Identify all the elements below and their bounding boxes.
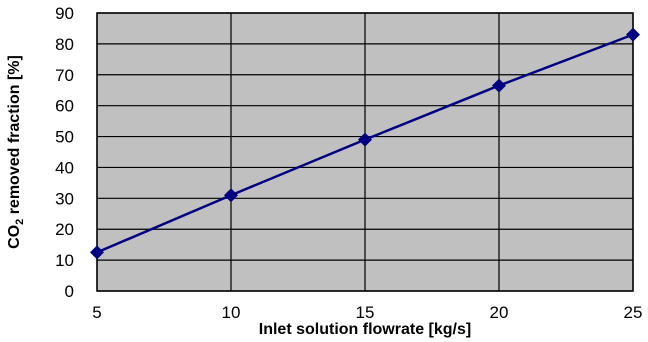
- y-tick-label: 60: [55, 97, 74, 116]
- data-point-marker: [626, 27, 640, 42]
- y-tick-label: 80: [55, 35, 74, 54]
- y-tick-label: 20: [55, 220, 74, 239]
- y-tick-label: 70: [55, 66, 74, 85]
- data-point-marker: [224, 188, 238, 203]
- plot-border: [96, 12, 634, 292]
- data-point-marker: [90, 245, 104, 260]
- gridlines: [96, 12, 634, 292]
- x-tick-label: 15: [356, 303, 375, 322]
- y-axis-title: CO2 removed fraction [%]: [6, 55, 26, 249]
- x-tick-label: 5: [92, 303, 101, 322]
- y-tick-label: 90: [55, 4, 74, 23]
- y-tick-label: 10: [55, 251, 74, 270]
- x-tick-label: 20: [490, 303, 509, 322]
- x-tick-label: 25: [624, 303, 643, 322]
- y-axis-title-main: CO: [6, 225, 23, 249]
- x-axis-title: Inlet solution flowrate [kg/s]: [259, 321, 471, 338]
- y-tick-label: 30: [55, 189, 74, 208]
- y-tick-label: 50: [55, 128, 74, 147]
- x-tick-label: 10: [222, 303, 241, 322]
- y-tick-label: 0: [65, 282, 74, 301]
- y-axis-title-subscript: 2: [14, 219, 26, 225]
- data-point-marker: [492, 78, 506, 93]
- series-group: [90, 27, 640, 260]
- y-tick-labels: 0 10 20 30 40 50 60 70 80 90: [55, 4, 74, 301]
- y-tick-label: 40: [55, 158, 74, 177]
- x-tick-labels: 5 10 15 20 25: [92, 303, 642, 322]
- y-axis-title-rest: removed fraction [%]: [6, 55, 23, 219]
- data-point-marker: [358, 132, 372, 147]
